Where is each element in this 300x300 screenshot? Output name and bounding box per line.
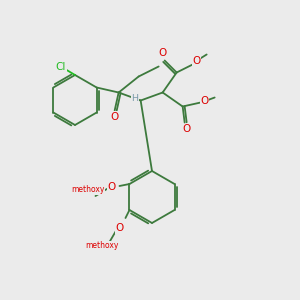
Text: O: O — [193, 56, 201, 65]
Text: O: O — [116, 223, 124, 233]
Text: methoxy: methoxy — [85, 242, 118, 250]
Text: H: H — [131, 94, 138, 103]
Text: O: O — [182, 124, 191, 134]
Text: O: O — [158, 49, 167, 58]
Text: O: O — [200, 95, 209, 106]
Text: O: O — [110, 112, 119, 122]
Text: methoxy: methoxy — [71, 185, 104, 194]
Text: O: O — [107, 182, 116, 192]
Text: Cl: Cl — [56, 62, 66, 72]
